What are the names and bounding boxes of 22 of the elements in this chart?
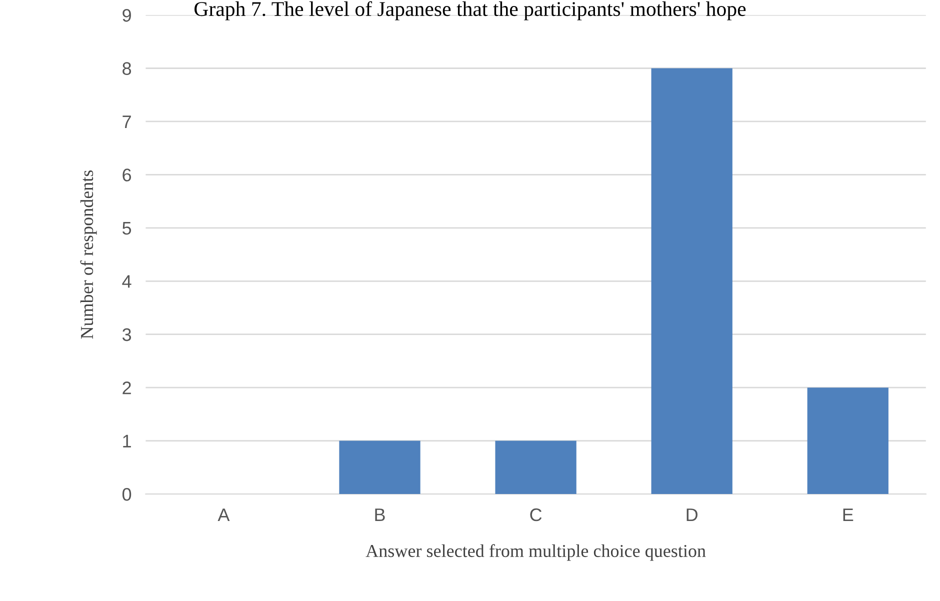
x-tick-label: B — [375, 508, 385, 521]
x-tick-label: D — [686, 508, 698, 521]
bar — [651, 68, 732, 494]
chart-title: Graph 7. The level of Japanese that the participants' mothers' hope — [194, 1, 746, 20]
y-tick-label: 4 — [122, 275, 132, 288]
x-axis-title: Answer selected from multiple choice question — [366, 544, 706, 561]
y-tick-label: 9 — [122, 8, 131, 22]
y-axis-title: Number of respondents — [80, 170, 97, 339]
y-tick-label: 7 — [122, 116, 131, 128]
y-tick-label: 2 — [122, 382, 131, 394]
bar — [495, 440, 576, 494]
x-tick-label: A — [218, 508, 230, 521]
y-tick-label: 0 — [122, 488, 132, 501]
y-tick-label: 5 — [122, 222, 132, 235]
x-tick-label: C — [530, 508, 542, 522]
bar — [339, 440, 420, 494]
y-tick-label: 3 — [122, 328, 132, 342]
y-tick-label: 1 — [123, 434, 131, 448]
y-tick-label: 8 — [122, 62, 132, 75]
y-tick-label: 6 — [122, 168, 132, 182]
bar — [807, 388, 888, 494]
x-tick-label: E — [843, 508, 854, 521]
